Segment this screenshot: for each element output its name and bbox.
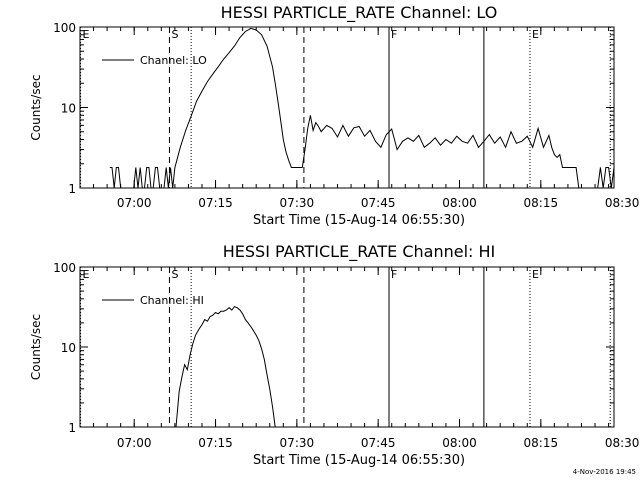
x-tick-label: 08:00 — [442, 196, 477, 210]
x-tick-label: 07:00 — [117, 196, 152, 210]
event-marker-label: S — [171, 28, 178, 41]
event-marker-label: F — [391, 268, 397, 281]
chart-panel-lo: HESSI PARTICLE_RATE Channel: LO Start Tim… — [29, 3, 639, 228]
y-tick-label: 10 — [61, 102, 76, 116]
y-tick-label: 100 — [53, 21, 76, 35]
x-axis-label: Start Time (15-Aug-14 06:55:30) — [253, 453, 465, 468]
x-tick-label: 07:45 — [361, 196, 396, 210]
plot-frame — [79, 26, 615, 189]
x-tick-label: 07:15 — [198, 436, 233, 450]
x-tick-label: 07:45 — [361, 436, 396, 450]
x-tick-label: 07:15 — [198, 196, 233, 210]
event-marker-label: E — [532, 268, 539, 281]
plot-timestamp: 4-Nov-2016 19:45 — [573, 468, 636, 476]
legend-label: Channel: LO — [140, 54, 207, 67]
event-marker-label: E — [532, 28, 539, 41]
y-tick-label: 1 — [68, 182, 76, 196]
event-marker-label: E — [83, 28, 90, 41]
chart-panel-hi: HESSI PARTICLE_RATE Channel: HI Start Tim… — [29, 242, 639, 468]
chart-title: HESSI PARTICLE_RATE Channel: LO — [221, 3, 498, 23]
x-tick-label: 08:15 — [524, 196, 559, 210]
chart-title: HESSI PARTICLE_RATE Channel: HI — [223, 242, 496, 262]
y-axis-label: Counts/sec — [29, 314, 43, 380]
x-tick-label: 08:15 — [524, 436, 559, 450]
y-axis-label: Counts/sec — [29, 74, 43, 140]
x-tick-label: 07:30 — [280, 436, 315, 450]
y-tick-label: 100 — [53, 261, 76, 275]
plot-frame — [79, 266, 615, 428]
event-marker-label: E — [83, 268, 90, 281]
x-tick-label: 08:00 — [442, 436, 477, 450]
event-marker-label: F — [391, 28, 397, 41]
series-line-lo — [109, 27, 615, 189]
y-tick-label: 1 — [68, 421, 76, 435]
x-tick-label: 07:00 — [117, 436, 152, 450]
x-tick-label: 08:30 — [605, 436, 640, 450]
x-axis-label: Start Time (15-Aug-14 06:55:30) — [253, 213, 465, 228]
x-tick-label: 08:30 — [605, 196, 640, 210]
y-tick-label: 10 — [61, 341, 76, 355]
series-line-hi — [175, 305, 276, 428]
event-marker-label: S — [171, 268, 178, 281]
legend-label: Channel: HI — [140, 294, 204, 307]
x-tick-label: 07:30 — [280, 196, 315, 210]
